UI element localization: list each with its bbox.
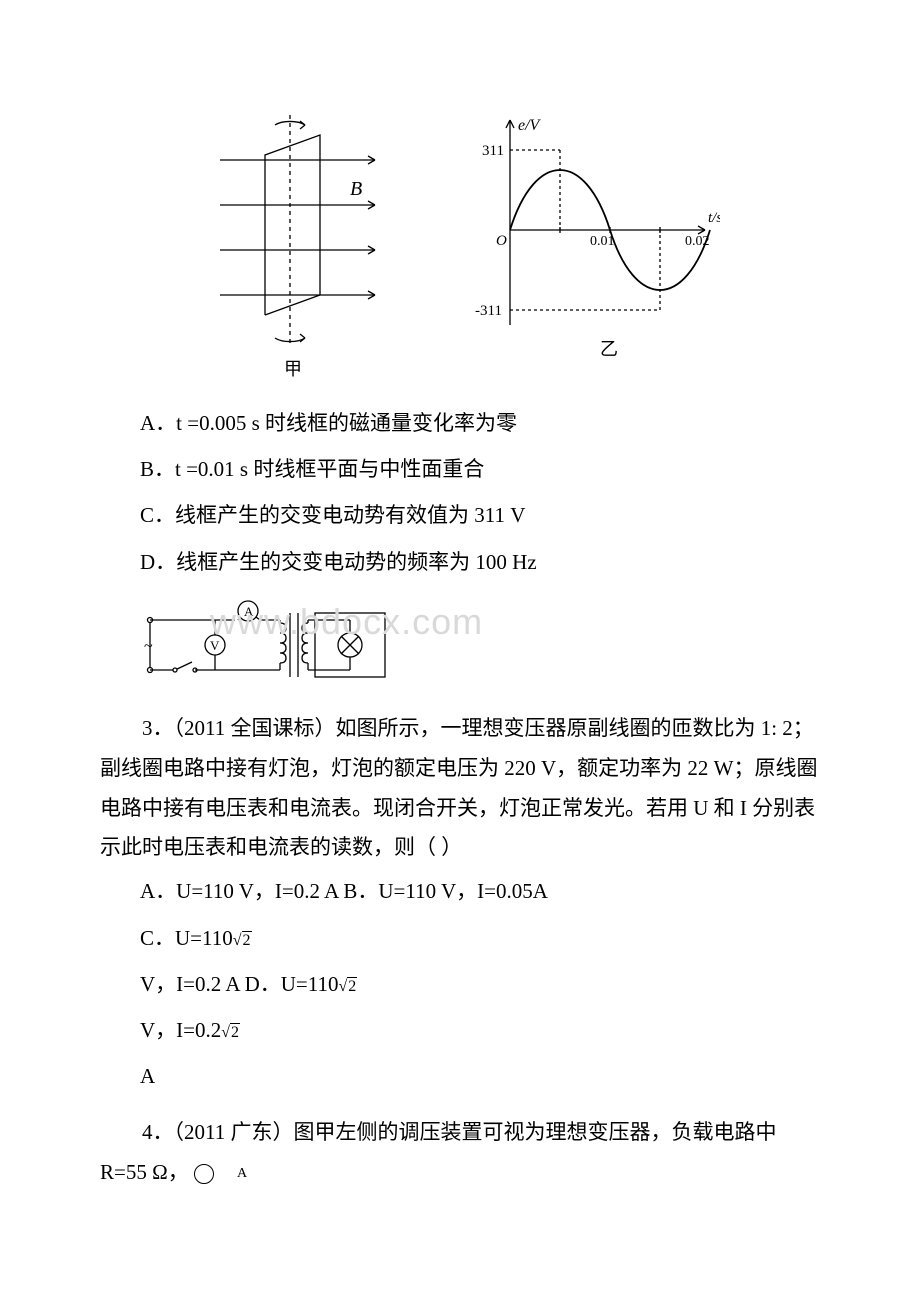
circuit-figure-wrap: ~ A V	[140, 595, 820, 695]
sqrt-icon: √2	[233, 923, 252, 958]
option-3AB: A．U=110 V，I=0.2 A B．U=110 V，I=0.05A	[140, 868, 820, 914]
ytick-neg311: -311	[475, 303, 502, 319]
figure-coil: B 甲	[200, 100, 400, 380]
figure1-caption: 甲	[284, 359, 302, 379]
sqrt-icon: √2	[339, 969, 358, 1004]
question-3-text: 3．（2011 全国课标）如图所示，一理想变压器原副线圈的匝数比为 1: 2；副…	[100, 709, 820, 869]
figures-row: B 甲 e/V	[100, 100, 820, 380]
b-label: B	[350, 178, 362, 200]
option-3D-v: V，I=0.2	[140, 1018, 221, 1042]
option-2C: C．线框产生的交变电动势有效值为 311 V	[140, 492, 820, 538]
option-3D-line2: V，I=0.2√2	[140, 1007, 820, 1053]
xtick-002: 0.02	[685, 234, 710, 249]
answer-3: A	[140, 1053, 820, 1099]
x-axis-label: t/s	[708, 210, 720, 226]
origin-label: O	[496, 233, 507, 249]
option-3C: C．U=110√2	[140, 915, 820, 961]
circuit-figure: ~ A V	[140, 595, 400, 690]
option-2D: D．线框产生的交变电动势的频率为 100 Hz	[140, 539, 820, 585]
option-3C-pre: C．U=110	[140, 926, 233, 950]
figure2-caption: 乙	[600, 339, 618, 359]
option-2B: B．t =0.01 s 时线框平面与中性面重合	[140, 446, 820, 492]
option-3A: A．U=110 V，I=0.2 A	[140, 879, 338, 903]
figure-sinewave: e/V 311 -311 O 0.01 0.02 t/s 乙	[460, 100, 720, 360]
question-4-text: 4．（2011 广东）图甲左侧的调压装置可视为理想变压器，负载电路中 R=55 …	[100, 1113, 820, 1193]
page: B 甲 e/V	[0, 0, 920, 1253]
svg-text:A: A	[244, 604, 254, 619]
svg-text:V: V	[210, 638, 220, 653]
option-3D-line1: V，I=0.2 A D．U=110√2	[140, 961, 820, 1007]
sqrt-icon: √2	[221, 1015, 240, 1050]
ytick-311: 311	[482, 143, 504, 159]
option-3D-pre: V，I=0.2 A D．U=110	[140, 972, 339, 996]
y-axis-label: e/V	[518, 117, 542, 134]
xtick-001: 0.01	[590, 234, 615, 249]
circled-A-icon: A	[194, 1164, 214, 1184]
option-3B: B．U=110 V，I=0.05A	[343, 879, 548, 903]
option-2A: A．t =0.005 s 时线框的磁通量变化率为零	[140, 400, 820, 446]
svg-text:~: ~	[144, 638, 153, 655]
